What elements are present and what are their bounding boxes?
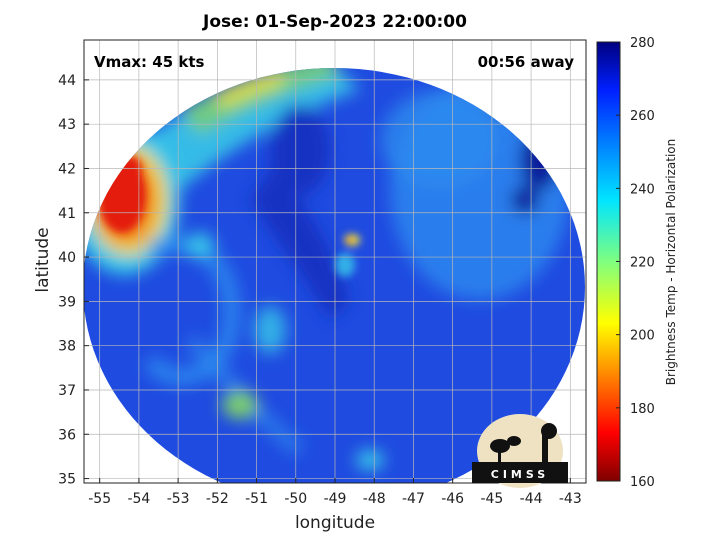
colorbar-label: Brightness Temp - Horizontal Polarizatio… bbox=[664, 139, 678, 386]
colorbar-tick-label: 260 bbox=[630, 109, 655, 124]
colorbar-tick-label: 240 bbox=[630, 182, 655, 197]
x-tick-label: -43 bbox=[559, 491, 582, 507]
y-tick-label: 39 bbox=[58, 294, 76, 310]
y-tick-label: 36 bbox=[58, 427, 76, 443]
x-tick-label: -44 bbox=[520, 491, 543, 507]
x-tick-label: -51 bbox=[245, 491, 268, 507]
cimss-logo: CIMSS bbox=[472, 414, 568, 488]
colorbar-tick-label: 280 bbox=[630, 36, 655, 51]
y-tick-label: 42 bbox=[58, 161, 76, 177]
y-tick-label: 40 bbox=[58, 250, 76, 266]
time-away-annotation: 00:56 away bbox=[477, 53, 574, 71]
x-tick-label: -53 bbox=[167, 491, 190, 507]
x-tick-label: -55 bbox=[88, 491, 111, 507]
x-axis-label: longitude bbox=[295, 513, 375, 533]
x-tick-label: -52 bbox=[206, 491, 229, 507]
figure-title: Jose: 01-Sep-2023 22:00:00 bbox=[203, 12, 467, 32]
x-tick-label: -48 bbox=[363, 491, 386, 507]
map-gridlines bbox=[84, 40, 586, 483]
x-tick-label: -45 bbox=[480, 491, 503, 507]
y-tick-label: 35 bbox=[58, 472, 76, 488]
colorbar-tick-label: 220 bbox=[630, 256, 655, 271]
y-tick-label: 43 bbox=[58, 117, 76, 133]
x-tick-label: -50 bbox=[284, 491, 307, 507]
longitude-ticks: -55 -54 -53 -52 -51 -50 -49 -48 -47 -46 -45 -44 -43 bbox=[88, 478, 582, 507]
y-tick-label: 41 bbox=[58, 206, 76, 222]
latitude-ticks: 35 36 37 38 39 40 41 42 43 44 bbox=[58, 73, 89, 488]
y-axis-label: latitude bbox=[33, 227, 53, 292]
colorbar-tick-label: 160 bbox=[630, 475, 655, 490]
y-tick-label: 38 bbox=[58, 339, 76, 355]
x-tick-label: -54 bbox=[127, 491, 150, 507]
x-tick-label: -47 bbox=[402, 491, 425, 507]
colorbar-tick-label: 180 bbox=[630, 402, 655, 417]
colorbar-tick-label: 200 bbox=[630, 329, 655, 344]
axes-frame bbox=[83, 39, 587, 484]
y-tick-label: 37 bbox=[58, 383, 76, 399]
vmax-annotation: Vmax: 45 kts bbox=[94, 53, 205, 71]
x-tick-label: -49 bbox=[324, 491, 347, 507]
colorbar-ticks: 160 180 200 220 240 260 280 bbox=[616, 36, 655, 490]
logo-text: CIMSS bbox=[491, 468, 549, 481]
x-tick-label: -46 bbox=[441, 491, 464, 507]
y-tick-label: 44 bbox=[58, 73, 76, 89]
